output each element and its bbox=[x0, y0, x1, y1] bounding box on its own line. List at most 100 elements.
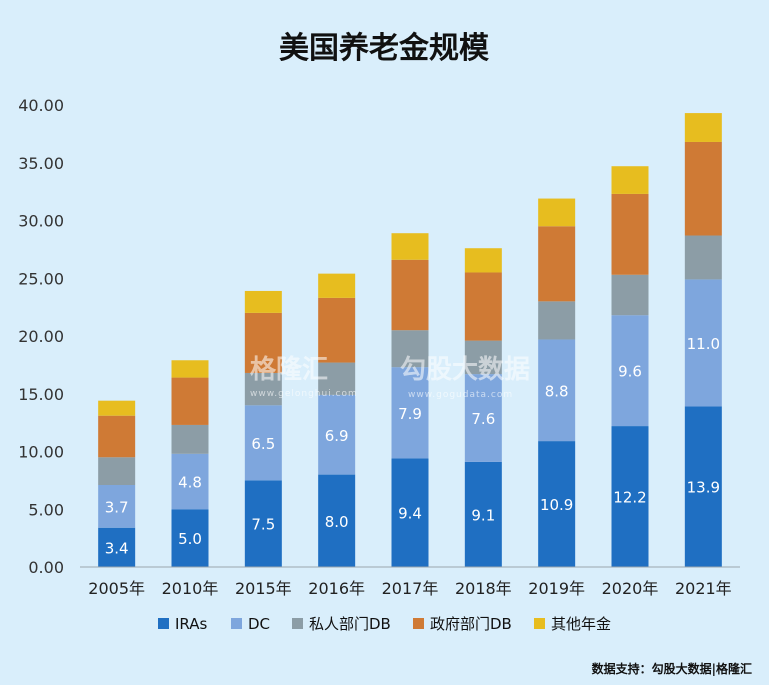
bar-segment bbox=[244, 312, 282, 373]
x-tick-label: 2015年 bbox=[235, 579, 292, 598]
y-axis: 0.00 5.00 10.00 15.00 20.00 25.00 30.00 35.00 40… bbox=[18, 96, 64, 577]
bar-segment bbox=[98, 415, 136, 458]
data-label: 6.9 bbox=[325, 427, 349, 445]
bar-segment bbox=[538, 198, 576, 227]
bar-segment bbox=[171, 377, 209, 425]
bar-segment bbox=[538, 339, 576, 442]
bar-segment bbox=[611, 193, 649, 275]
bar-segment bbox=[391, 458, 429, 567]
data-label: 9.4 bbox=[398, 505, 422, 523]
bar-segment bbox=[244, 405, 282, 481]
watermark-brand1-sub: www.gelonghui.com bbox=[250, 389, 358, 399]
x-tick-label: 2010年 bbox=[162, 579, 219, 598]
bar-segment bbox=[171, 453, 209, 510]
bar-segment bbox=[611, 426, 649, 567]
data-label: 8.0 bbox=[325, 513, 349, 531]
legend-swatch bbox=[292, 618, 303, 629]
data-label: 4.8 bbox=[178, 474, 202, 492]
bar-segment bbox=[464, 272, 502, 341]
source-note: 数据支持：勾股大数据|格隆汇 bbox=[592, 661, 752, 676]
data-label: 5.0 bbox=[178, 530, 202, 548]
data-label: 9.1 bbox=[471, 506, 495, 524]
data-label: 11.0 bbox=[687, 335, 720, 353]
bar-segment bbox=[318, 297, 356, 363]
bar-segment bbox=[464, 461, 502, 567]
bar-segment bbox=[318, 474, 356, 567]
bar-segment bbox=[538, 226, 576, 302]
data-label: 13.9 bbox=[687, 479, 720, 497]
bar-segment bbox=[391, 330, 429, 368]
x-axis: 2005年 2010年 2015年 2016年 2017年 2018年 2019年 2020年… bbox=[80, 566, 740, 598]
data-label: 6.5 bbox=[251, 435, 275, 453]
bar-segment bbox=[684, 406, 722, 567]
data-label: 7.9 bbox=[398, 405, 422, 423]
bar-segment bbox=[171, 509, 209, 567]
bar-segment bbox=[98, 527, 136, 567]
data-label: 12.2 bbox=[613, 489, 646, 507]
bar-segment bbox=[611, 166, 649, 194]
bar-segment bbox=[171, 360, 209, 378]
bar-segment bbox=[684, 279, 722, 407]
data-label: 3.7 bbox=[105, 498, 129, 516]
bar-segment bbox=[98, 457, 136, 485]
bar-segment bbox=[98, 400, 136, 416]
bar-segment bbox=[538, 441, 576, 567]
bar-segment bbox=[464, 340, 502, 375]
bar-segment bbox=[464, 374, 502, 462]
data-label: 8.8 bbox=[545, 382, 569, 400]
bar-segment bbox=[244, 480, 282, 567]
legend-label: 政府部门DB bbox=[430, 615, 512, 633]
bar-segment bbox=[684, 235, 722, 280]
y-tick-label: 35.00 bbox=[18, 154, 64, 173]
legend-swatch bbox=[534, 618, 545, 629]
y-tick-label: 30.00 bbox=[18, 212, 64, 231]
bar-segment bbox=[318, 394, 356, 475]
bar-segment bbox=[318, 273, 356, 298]
y-tick-label: 10.00 bbox=[18, 443, 64, 462]
watermark-brand2: 勾股大数据 bbox=[400, 355, 530, 385]
bar-segment bbox=[611, 315, 649, 427]
data-label: 10.9 bbox=[540, 496, 573, 514]
legend-swatch bbox=[413, 618, 424, 629]
legend: IRAs DC 私人部门DB 政府部门DB 其他年金 bbox=[158, 615, 611, 633]
bar-segment bbox=[464, 248, 502, 273]
watermark: 格隆汇 www.gelonghui.com 勾股大数据 www.gogudata… bbox=[250, 354, 530, 400]
y-tick-label: 15.00 bbox=[18, 385, 64, 404]
y-tick-label: 40.00 bbox=[18, 96, 64, 115]
legend-label: 私人部门DB bbox=[309, 615, 391, 633]
x-tick-label: 2016年 bbox=[308, 579, 365, 598]
bars: 3.4 3.7 5.0 4.8 7.5 6.5 8.0 6.9 9.4 7.9 9.1 7.6 10.9… bbox=[98, 113, 722, 567]
bar-segment bbox=[318, 362, 356, 395]
chart-title: 美国养老金规模 bbox=[279, 31, 489, 66]
bar-segment bbox=[611, 274, 649, 316]
bar-segment bbox=[171, 424, 209, 454]
bar-segment bbox=[391, 233, 429, 260]
bar-segment bbox=[538, 301, 576, 340]
legend-label: IRAs bbox=[175, 615, 207, 633]
bar-segment bbox=[391, 259, 429, 331]
x-tick-label: 2018年 bbox=[455, 579, 512, 598]
legend-swatch bbox=[158, 618, 169, 629]
legend-label: DC bbox=[248, 615, 270, 633]
x-tick-label: 2021年 bbox=[675, 579, 732, 598]
bar-segment bbox=[244, 372, 282, 406]
y-tick-label: 20.00 bbox=[18, 327, 64, 346]
bar-segment bbox=[684, 141, 722, 236]
bar-segment bbox=[98, 484, 136, 528]
x-tick-label: 2020年 bbox=[602, 579, 659, 598]
data-label: 7.6 bbox=[471, 410, 495, 428]
watermark-brand1: 格隆汇 bbox=[250, 354, 328, 385]
data-label: 3.4 bbox=[105, 539, 129, 557]
data-label: 9.6 bbox=[618, 363, 642, 381]
x-tick-label: 2019年 bbox=[528, 579, 585, 598]
legend-swatch bbox=[231, 618, 242, 629]
x-tick-label: 2005年 bbox=[88, 579, 145, 598]
legend-label: 其他年金 bbox=[551, 615, 611, 633]
x-tick-label: 2017年 bbox=[382, 579, 439, 598]
y-tick-label: 0.00 bbox=[28, 558, 64, 577]
data-label: 7.5 bbox=[251, 516, 275, 534]
y-tick-label: 25.00 bbox=[18, 269, 64, 288]
y-tick-label: 5.00 bbox=[28, 500, 64, 519]
